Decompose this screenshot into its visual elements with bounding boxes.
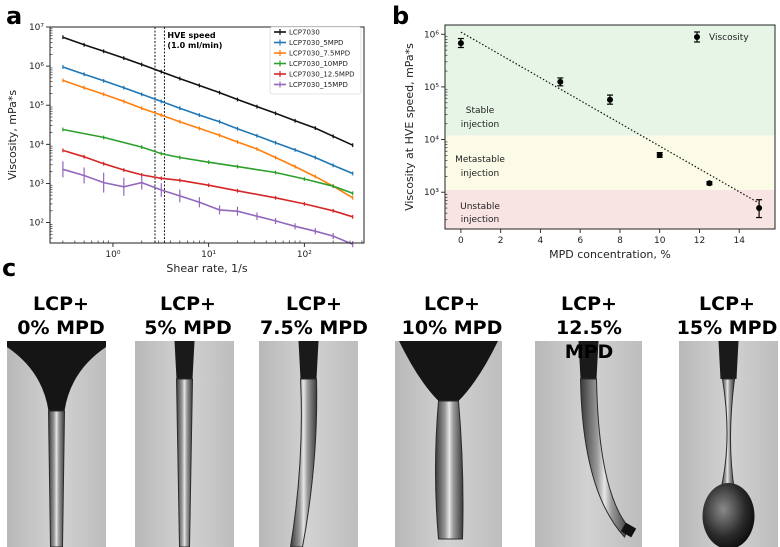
series-line-2: [62, 79, 354, 199]
legend-a-box: [269, 26, 362, 95]
nozzle-3: [399, 341, 498, 401]
data-point-2: [607, 96, 613, 103]
series-line-1: [62, 66, 354, 175]
legend-a-label-2: LCP7030_7.5MPD: [289, 50, 350, 58]
photo-label-3: LCP+ 10% MPD: [401, 293, 503, 339]
y-tick-label-a: 10²: [29, 219, 44, 229]
y-tick-label-a: 10⁵: [29, 101, 44, 111]
zone-label-1-line1: Metastable: [455, 155, 505, 165]
jet-stream-1: [175, 378, 194, 547]
y-axis-label-a: Viscosity, mPa*s: [6, 90, 19, 181]
nozzle-2: [298, 341, 319, 379]
panel-a-letter: a: [6, 2, 22, 30]
zone-label-2-line1: Unstable: [460, 202, 500, 212]
photo-label-2: LCP+ 7.5% MPD: [260, 293, 368, 339]
plot-b-frame: [444, 24, 776, 230]
x-tick-label-b: 4: [538, 236, 544, 246]
jet-photo-row: [7, 341, 778, 547]
nozzle-1: [174, 341, 195, 379]
panel-c-letter: c: [2, 254, 16, 282]
x-tick-label-b: 0: [458, 236, 464, 246]
jet-stream-0: [47, 410, 66, 547]
legend-a-label-0: LCP7030: [289, 29, 320, 37]
x-tick-label-b: 2: [498, 236, 504, 246]
x-tick-label-a: 10⁰: [105, 250, 120, 260]
x-tick-label-a: 10¹: [201, 250, 216, 260]
zone-label-2-line2: injection: [461, 215, 499, 225]
photo-label-0: LCP+ 0% MPD: [17, 293, 105, 339]
legend-b-marker: [694, 34, 700, 40]
data-point-5: [756, 205, 763, 212]
y-tick-label-b: 10³: [424, 188, 439, 198]
data-point-3: [656, 151, 663, 158]
x-axis-label-a: Shear rate, 1/s: [166, 262, 248, 275]
jet-tip-4: [620, 522, 637, 538]
y-axis-label-b: Viscosity at HVE speed, mPa*s: [403, 43, 416, 211]
y-tick-label-a: 10⁶: [29, 62, 44, 72]
photo-label-5: LCP+ 15% MPD: [676, 293, 778, 339]
jet-droplet-5: [702, 483, 755, 547]
y-tick-label-b: 10⁶: [424, 30, 439, 40]
zone-label-0-line2: injection: [461, 120, 499, 130]
y-tick-label-b: 10⁴: [424, 136, 439, 146]
zone-label-0-line1: Stable: [466, 106, 495, 116]
x-tick-label-a: 10²: [297, 250, 312, 260]
x-tick-label-b: 10: [654, 236, 666, 246]
plot-a-frame: [49, 26, 365, 244]
data-point-1: [557, 78, 564, 85]
legend-b-label: Viscosity: [709, 33, 749, 43]
hve-annotation-line2: (1.0 ml/min): [167, 41, 222, 50]
x-tick-label-b: 12: [694, 236, 705, 246]
hve-annotation-line1: HVE speed: [167, 31, 215, 40]
legend-a-label-1: LCP7030_5MPD: [289, 39, 343, 47]
viscosity-vs-mpd-chart: Stable injection Metastable injection Unstab…: [403, 24, 776, 261]
series-line-5: [62, 168, 354, 245]
legend-a-label-5: LCP7030_15MPD: [289, 81, 348, 89]
legend-a-label-3: LCP7030_10MPD: [289, 60, 348, 68]
y-tick-label-a: 10⁷: [29, 23, 44, 33]
data-point-4: [706, 180, 713, 187]
series-line-0: [62, 36, 354, 146]
nozzle-5: [718, 341, 739, 379]
viscosity-vs-shear-rate-chart: 10⁰ 10¹ 10² 10² 10³ 10⁴ 10⁵ 10⁶ 10⁷ HVE speed(1.0…: [6, 23, 365, 275]
photo-label-4: LCP+ 12.5% MPD: [556, 293, 622, 363]
nozzle-4: [578, 341, 599, 379]
panel-b-letter: b: [392, 2, 409, 30]
x-tick-label-b: 14: [733, 236, 745, 246]
data-point-0: [457, 40, 464, 47]
x-tick-label-b: 8: [617, 236, 623, 246]
y-tick-label-b: 10⁵: [424, 83, 439, 93]
legend-a-label-4: LCP7030_12.5MPD: [289, 71, 355, 79]
photo-label-1: LCP+ 5% MPD: [144, 293, 232, 339]
y-tick-label-a: 10³: [29, 179, 44, 189]
y-tick-label-a: 10⁴: [29, 140, 44, 150]
jet-stream-3: [435, 400, 464, 540]
x-axis-label-b: MPD concentration, %: [549, 248, 671, 261]
trend-line: [460, 31, 760, 204]
stability-zone-2: [445, 190, 775, 229]
nozzle-0: [7, 341, 106, 411]
zone-label-1-line2: injection: [461, 169, 499, 179]
x-tick-label-b: 6: [577, 236, 583, 246]
